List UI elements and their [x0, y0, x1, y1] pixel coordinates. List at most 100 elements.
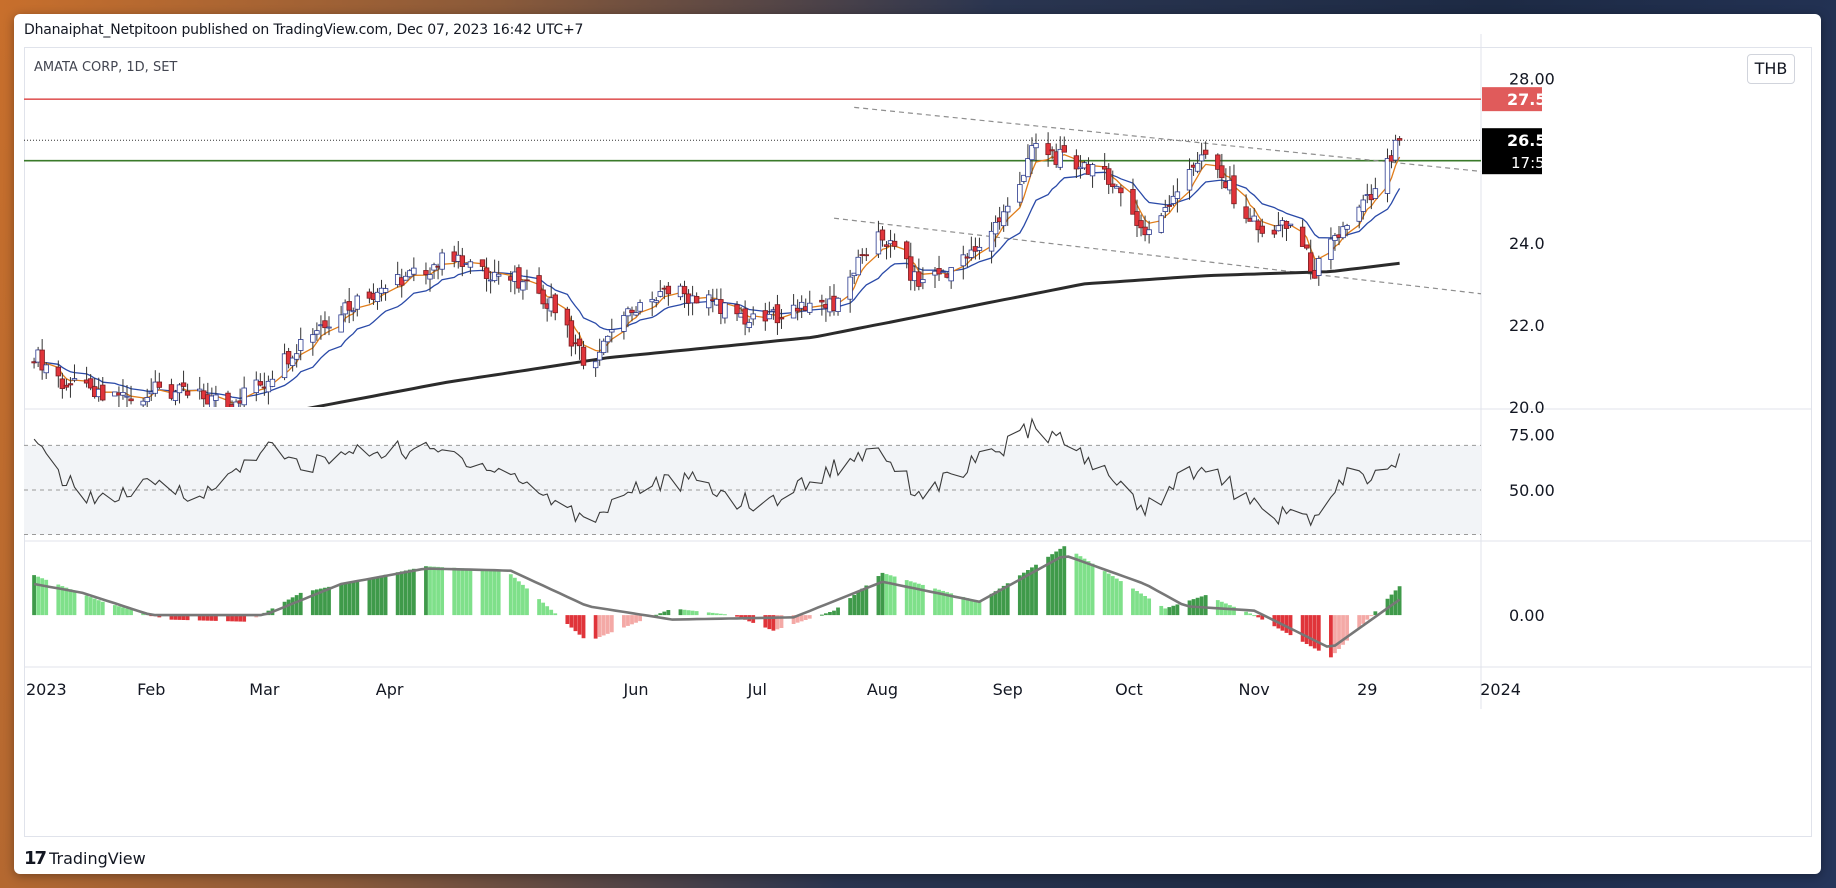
macd-histogram-bar — [1090, 563, 1095, 616]
macd-histogram-bar — [714, 613, 719, 616]
candle-body — [467, 261, 474, 268]
candle-body — [552, 294, 558, 314]
macd-histogram-bar — [553, 613, 558, 616]
candle-body — [1114, 186, 1120, 189]
candle-body — [891, 240, 898, 247]
candle-body — [1000, 211, 1007, 227]
macd-histogram-bar — [205, 615, 210, 621]
candle-body — [67, 383, 74, 386]
candle-body — [322, 320, 328, 329]
macd-histogram-bar — [36, 576, 41, 616]
macd-histogram-bar — [407, 569, 412, 616]
candle-body — [766, 313, 773, 320]
currency-button[interactable]: THB — [1747, 54, 1795, 84]
candle-body — [1316, 258, 1322, 276]
macd-histogram-bar — [828, 612, 832, 616]
macd-histogram-bar — [904, 580, 909, 616]
candle-body — [798, 301, 805, 309]
macd-histogram-bar — [799, 615, 804, 622]
candle-body — [374, 291, 381, 302]
macd-histogram-bar — [403, 570, 408, 616]
macd-histogram-bar — [1114, 578, 1119, 616]
candle-body — [382, 288, 389, 293]
macd-histogram-bar — [775, 615, 780, 630]
chart-svg[interactable]: 28.0024.022.020.027.5026.0026.5017:5175.… — [14, 14, 1821, 874]
candle-body — [1033, 143, 1039, 149]
candle-body — [633, 312, 639, 316]
macd-histogram-bar — [371, 577, 376, 616]
candle-body — [1158, 215, 1164, 233]
candle-body — [1110, 183, 1116, 188]
macd-histogram-bar — [1143, 596, 1147, 616]
candle-body — [742, 308, 748, 325]
time-tick-label: Jul — [747, 680, 767, 699]
candle-body — [1005, 205, 1011, 213]
macd-histogram-bar — [1050, 554, 1055, 616]
candle-body — [184, 390, 191, 396]
macd-histogram-bar — [40, 578, 45, 616]
macd-histogram-bar — [125, 608, 129, 616]
macd-histogram-bar — [997, 588, 1002, 616]
candle-body — [281, 353, 288, 379]
price-tick-label: 20.0 — [1509, 398, 1545, 417]
macd-histogram-bar — [1017, 575, 1022, 616]
candle-body — [968, 249, 975, 258]
candle-body — [289, 357, 296, 367]
publisher-info: Dhanaiphat_Netpitoon published on Tradin… — [24, 22, 584, 38]
macd-histogram-bar — [238, 615, 243, 622]
macd-histogram-bar — [456, 568, 461, 616]
macd-histogram-bar — [848, 598, 853, 616]
macd-histogram-bar — [969, 599, 974, 616]
macd-histogram-bar — [521, 584, 525, 616]
macd-histogram-bar — [622, 615, 626, 628]
macd-histogram-bar — [549, 609, 554, 616]
macd-histogram-bar — [173, 615, 178, 620]
macd-histogram-bar — [763, 615, 768, 628]
candle-body — [564, 308, 571, 326]
snapshot-card: Dhanaiphat_Netpitoon published on Tradin… — [14, 14, 1821, 874]
candle-body — [1146, 229, 1152, 235]
candle-body — [863, 254, 870, 257]
candle-body — [176, 384, 183, 394]
macd-histogram-bar — [452, 567, 457, 616]
candle-body — [1118, 187, 1124, 194]
candle-body — [1045, 143, 1051, 156]
macd-histogram-bar — [795, 615, 800, 623]
candle-body — [637, 302, 643, 312]
macd-histogram-bar — [739, 615, 743, 619]
ema-slow-line — [33, 171, 1401, 400]
candle-body — [1049, 149, 1055, 152]
macd-histogram-bar — [1086, 561, 1091, 616]
macd-histogram-bar — [658, 613, 663, 616]
candle-body — [1029, 145, 1035, 161]
macd-histogram-bar — [1284, 615, 1289, 633]
macd-histogram-bar — [512, 577, 517, 616]
macd-histogram-bar — [496, 570, 501, 616]
chart-area[interactable] — [24, 47, 1812, 837]
macd-histogram-bar — [343, 583, 348, 616]
candle-body — [1259, 225, 1265, 234]
candle-body — [568, 320, 575, 347]
candle-body — [87, 378, 94, 389]
macd-histogram-bar — [201, 615, 206, 621]
candle-body — [657, 291, 663, 297]
macd-signal-line — [33, 555, 1401, 648]
macd-histogram-bar — [432, 566, 436, 616]
candle-body — [1299, 226, 1306, 247]
candle-body — [39, 349, 45, 371]
candle-body — [427, 274, 433, 280]
macd-histogram-bar — [516, 581, 521, 616]
tradingview-brand[interactable]: 17 TradingView — [24, 848, 146, 869]
macd-histogram-bar — [181, 615, 186, 620]
countdown-label: 17:51 — [1511, 154, 1554, 172]
candle-body — [233, 401, 239, 407]
macd-histogram-bar — [1147, 598, 1152, 616]
macd-histogram-bar — [1312, 615, 1317, 649]
macd-histogram-bar — [226, 615, 230, 622]
macd-histogram-bar — [1175, 604, 1180, 616]
candle-body — [399, 277, 405, 286]
macd-histogram-bar — [597, 615, 602, 638]
candle-body — [411, 267, 417, 275]
candle-body — [1344, 225, 1350, 230]
macd-histogram-bar — [654, 614, 659, 616]
